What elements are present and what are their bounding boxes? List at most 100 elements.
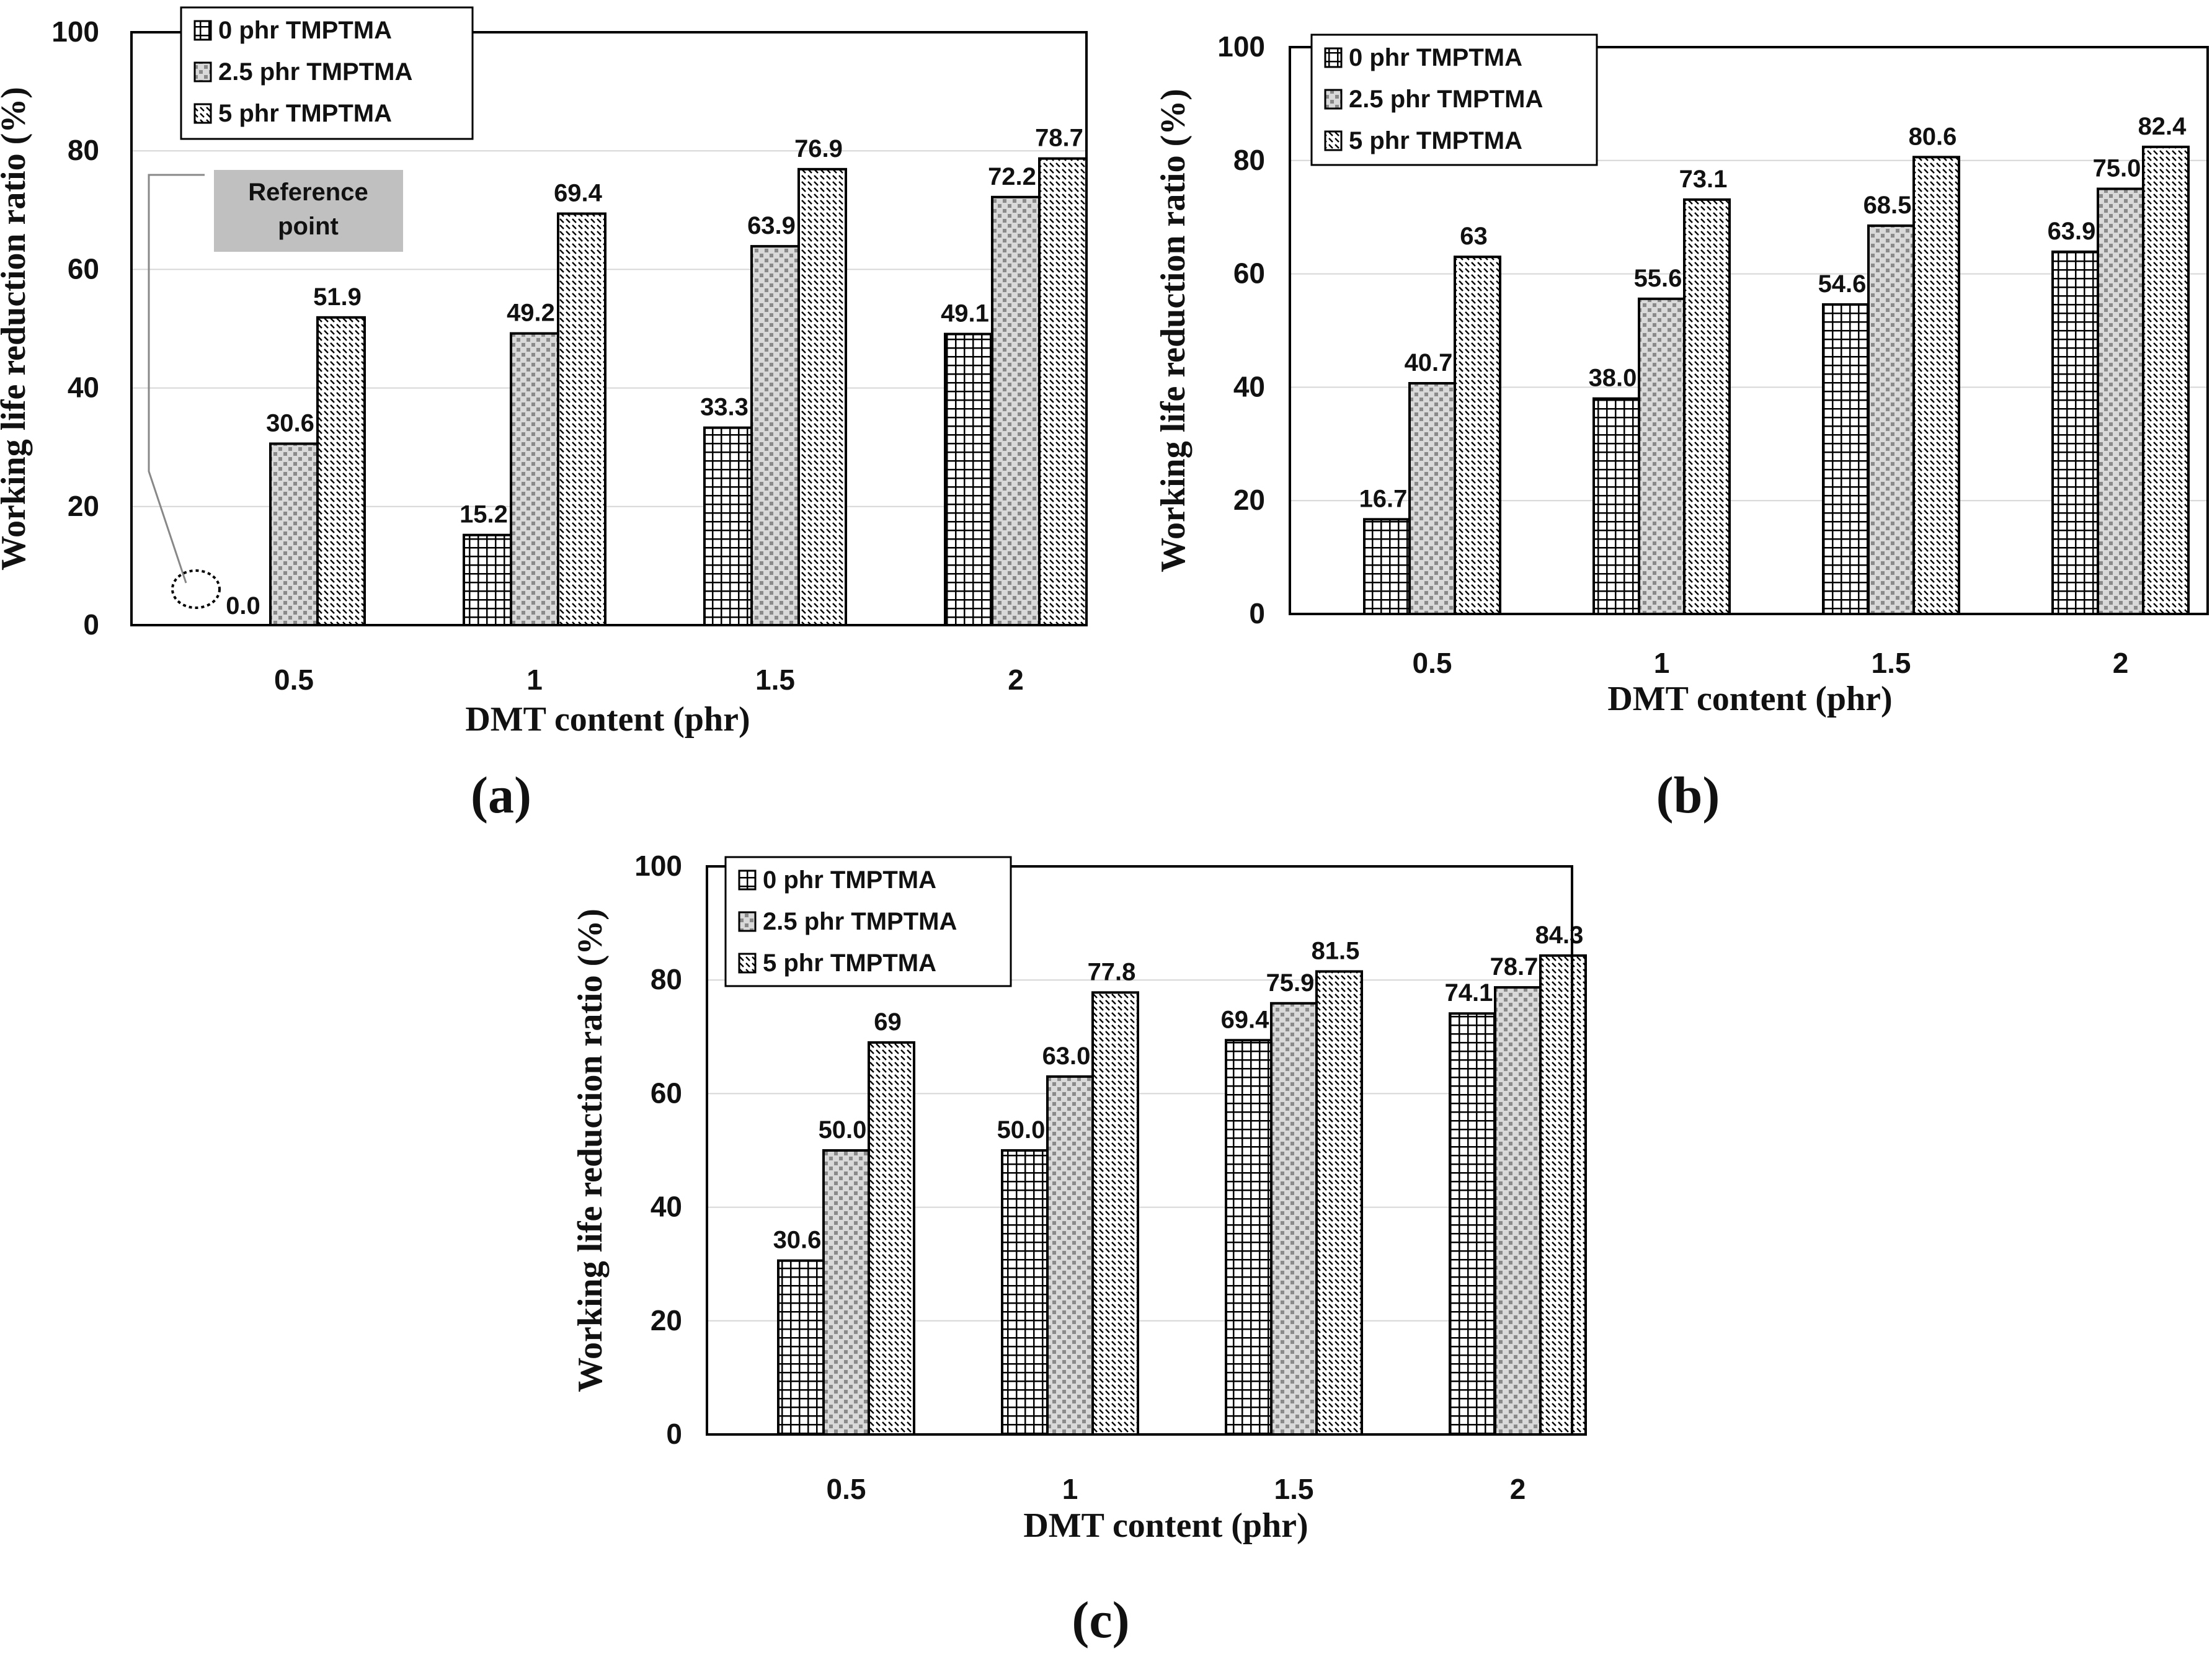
- bar-series-5phr: [797, 167, 847, 626]
- legend-label: 2.5 phr TMPTMA: [1349, 86, 1543, 113]
- bar-series-5phr: [868, 1041, 915, 1436]
- bar-series-2-5phr: [1270, 1002, 1318, 1436]
- chart-panel-b: 16.7 40.7 63 38.0 55.6 73.1 54.6 68.5 80.6 63.9 75…: [1154, 30, 2209, 824]
- bar-series-0phr: [463, 533, 512, 626]
- data-label: 69.4: [1221, 1006, 1270, 1033]
- data-label: 51.9: [313, 283, 362, 311]
- data-label: 76.9: [794, 135, 843, 162]
- data-label: 69: [874, 1008, 902, 1036]
- data-label: 81.5: [1312, 937, 1360, 964]
- data-label: 74.1: [1445, 979, 1493, 1007]
- y-tick-label: 40: [68, 371, 99, 404]
- legend-label: 0 phr TMPTMA: [218, 17, 392, 44]
- legend-swatch: [1324, 130, 1343, 151]
- bar-series-2-5phr: [750, 245, 800, 626]
- y-tick-label: 0: [83, 608, 99, 641]
- reference-leader-line: [148, 174, 205, 584]
- y-axis-label: Working life reduction ratio (%): [0, 87, 33, 571]
- y-tick-label: 100: [51, 16, 99, 48]
- data-label: 63.9: [2048, 218, 2096, 245]
- data-labels: 16.7 40.7 63 38.0 55.6 73.1 54.6 68.5 80.6 63.9 75…: [1359, 113, 2187, 512]
- y-tick-labels: 0 20 40 60 80 100: [634, 850, 682, 1450]
- bar-series-0phr: [944, 332, 993, 626]
- y-tick-label: 80: [1233, 144, 1265, 176]
- x-tick-label: 0.5: [1413, 647, 1452, 679]
- bar-series-5phr: [557, 212, 606, 626]
- x-axis-label: DMT content (phr): [1023, 1506, 1308, 1545]
- legend-swatch: [193, 20, 212, 41]
- y-tick-label: 60: [651, 1077, 682, 1109]
- bar-series-2-5phr: [1046, 1075, 1094, 1436]
- legend-swatch: [1324, 89, 1343, 110]
- x-tick-labels: 0.5 1 1.5 2: [274, 664, 1024, 696]
- panel-label-b: (b): [1656, 767, 1720, 824]
- bar-series-0phr: [703, 426, 753, 626]
- bar-series-0phr: [2051, 250, 2099, 616]
- y-tick-label: 20: [68, 490, 99, 522]
- y-tick-label: 80: [68, 134, 99, 166]
- legend-box: [180, 6, 474, 140]
- legend-swatch: [738, 953, 757, 974]
- bar-series-5phr: [1315, 970, 1363, 1436]
- bar-series-0phr: [1363, 518, 1411, 615]
- data-label: 54.6: [1818, 270, 1867, 298]
- legend-swatch: [193, 103, 212, 124]
- bar-series-2-5phr: [822, 1149, 870, 1436]
- reference-box: [214, 170, 403, 252]
- y-tick-labels: 0 20 40 60 80 100: [51, 16, 99, 641]
- reference-label-line2: point: [278, 213, 339, 240]
- reference-annotation: Reference point: [148, 170, 403, 609]
- bar-series-2-5phr: [510, 332, 559, 626]
- legend-label: 2.5 phr TMPTMA: [763, 908, 957, 935]
- data-label: 72.2: [988, 163, 1036, 190]
- legend: 0 phr TMPTMA 2.5 phr TMPTMA 5 phr TMPTMA: [180, 6, 474, 140]
- bar-series-5phr: [1038, 157, 1088, 627]
- legend-swatch: [1324, 47, 1343, 68]
- x-tick-label: 0.5: [827, 1473, 866, 1505]
- y-tick-label: 40: [651, 1191, 682, 1223]
- legend-box: [1310, 33, 1598, 166]
- chart-panel-a: 0.0 30.6 51.9 15.2 49.2 69.4 33.3 63.9 76.9 49.1 7…: [0, 6, 1088, 824]
- x-tick-label: 2: [2113, 647, 2129, 679]
- data-label: 40.7: [1405, 349, 1453, 376]
- x-tick-labels: 0.5 1 1.5 2: [1413, 647, 2129, 679]
- bar-series-2-5phr: [1408, 382, 1456, 615]
- bar-series-2-5phr: [1638, 297, 1686, 615]
- legend-label: 0 phr TMPTMA: [763, 866, 936, 894]
- bars: [777, 954, 1587, 1436]
- legend-label: 2.5 phr TMPTMA: [218, 58, 412, 86]
- y-tick-label: 60: [68, 252, 99, 285]
- reference-circle: [171, 569, 221, 609]
- bar-series-5phr: [1091, 991, 1139, 1436]
- data-label: 0.0: [226, 592, 260, 620]
- data-label: 49.2: [507, 300, 555, 327]
- reference-label-line1: Reference: [248, 179, 368, 206]
- y-tick-label: 40: [1233, 370, 1265, 402]
- plot-frame: [706, 865, 1573, 1436]
- data-label: 63.9: [747, 212, 796, 239]
- x-axis-label: DMT content (phr): [465, 700, 750, 739]
- data-label: 50.0: [819, 1116, 867, 1144]
- legend-label: 5 phr TMPTMA: [763, 949, 936, 977]
- bar-series-5phr: [1912, 156, 1960, 616]
- x-tick-label: 1: [1062, 1473, 1078, 1505]
- data-label: 75.9: [1266, 969, 1315, 997]
- bar-series-5phr: [316, 316, 366, 626]
- legend-swatch: [193, 61, 212, 82]
- plot-frame: [130, 31, 1088, 626]
- y-tick-label: 20: [1233, 484, 1265, 516]
- data-label: 80.6: [1909, 123, 1957, 150]
- x-tick-label: 1.5: [1872, 647, 1911, 679]
- bar-series-5phr: [2142, 145, 2190, 615]
- data-labels: 0.0 30.6 51.9 15.2 49.2 69.4 33.3 63.9 76.9 49.1 7…: [226, 125, 1083, 620]
- bar-series-0phr: [1449, 1012, 1496, 1436]
- data-label: 16.7: [1359, 485, 1408, 512]
- x-tick-label: 1: [526, 664, 543, 696]
- data-label: 78.7: [1035, 125, 1083, 152]
- data-label: 78.7: [1490, 953, 1539, 980]
- data-label: 63.0: [1042, 1043, 1091, 1070]
- x-axis-label: DMT content (phr): [1607, 680, 1892, 718]
- data-labels: 30.6 50.0 69 50.0 63.0 77.8 69.4 75.9 81.5 74.178…: [773, 922, 1584, 1254]
- plot-frame: [1289, 46, 2209, 615]
